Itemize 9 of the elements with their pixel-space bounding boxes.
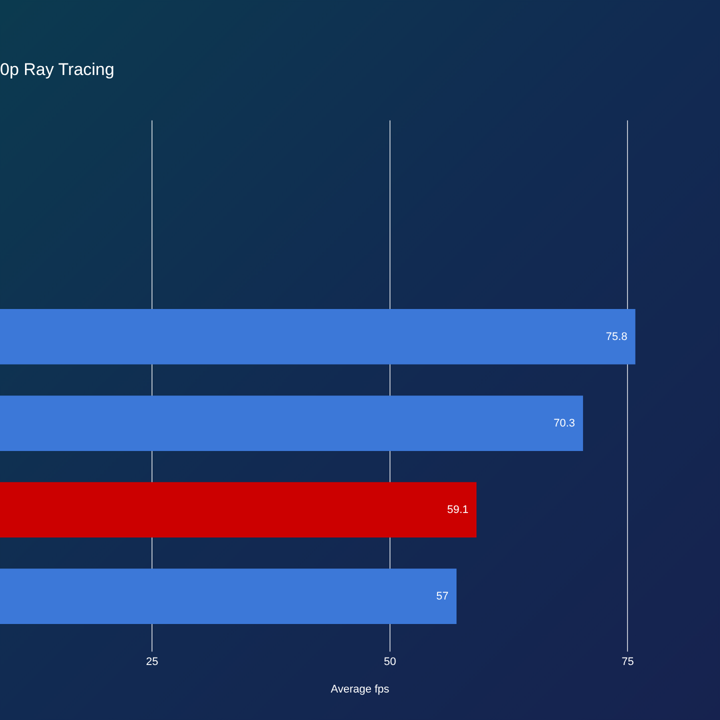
data-label: 75.8 — [606, 330, 628, 343]
x-tick-label: 75 — [622, 656, 634, 668]
chart-title: 0p Ray Tracing — [0, 60, 114, 79]
x-tick-label: 50 — [384, 656, 396, 668]
data-label: 70.3 — [554, 417, 576, 430]
data-label: 59.1 — [447, 504, 469, 516]
data-label: 57 — [436, 590, 449, 602]
x-tick-label: 25 — [146, 656, 158, 668]
x-axis-title: Average fps — [330, 683, 390, 696]
